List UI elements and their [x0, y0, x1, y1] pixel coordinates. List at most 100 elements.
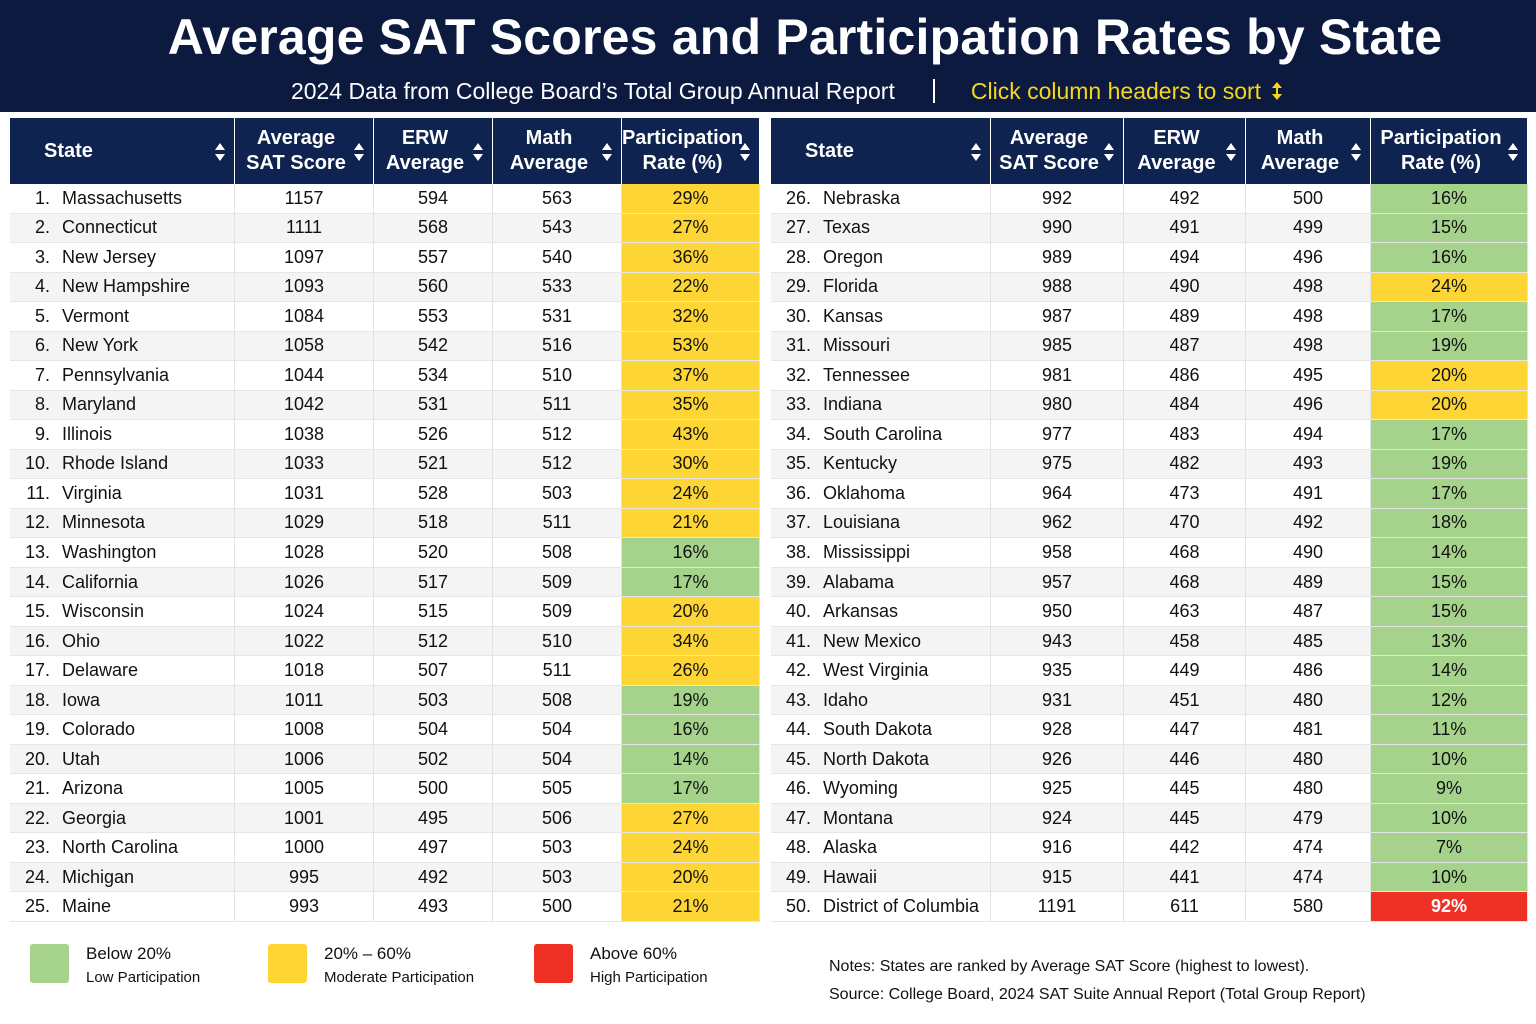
erw-score-cell: 487	[1124, 331, 1246, 362]
state-cell: 47. Montana	[771, 803, 991, 834]
column-header[interactable]: Participation Rate (%)	[622, 118, 760, 184]
participation-rate: 20%	[1430, 394, 1468, 415]
participation-rate-cell: 21%	[622, 508, 760, 539]
erw-score: 542	[417, 335, 449, 356]
math-score: 487	[1292, 601, 1324, 622]
state-name: Hawaii	[823, 866, 878, 887]
table-row: 45. North Dakota 926 446 480 10%	[771, 744, 1528, 775]
erw-score-cell: 497	[374, 833, 493, 863]
average-score-cell: 1033	[235, 449, 374, 480]
state-cell: 10. Rhode Island	[10, 449, 235, 480]
erw-score-cell: 490	[1124, 272, 1246, 303]
rank: 19.	[24, 719, 50, 740]
average-score: 1026	[283, 571, 325, 592]
erw-score-cell: 449	[1124, 656, 1246, 686]
rank: 41.	[785, 630, 811, 651]
sort-icon[interactable]	[472, 142, 484, 162]
sort-icon[interactable]	[1350, 142, 1362, 162]
erw-score: 518	[417, 512, 449, 533]
column-header[interactable]: ERW Average	[1124, 118, 1246, 184]
table-row: 29. Florida 988 490 498 24%	[771, 272, 1528, 303]
math-score-cell: 504	[493, 715, 622, 745]
participation-rate-cell: 14%	[1371, 656, 1528, 686]
column-header[interactable]: Math Average	[493, 118, 622, 184]
participation-rate: 11%	[1431, 719, 1467, 740]
column-header[interactable]: Average SAT Score	[991, 118, 1124, 184]
average-score-cell: 916	[991, 833, 1124, 863]
erw-score: 560	[417, 276, 449, 297]
participation-rate-cell: 29%	[622, 184, 760, 214]
math-score: 509	[541, 571, 573, 592]
column-header[interactable]: Participation Rate (%)	[1371, 118, 1528, 184]
state-cell: 25. Maine	[10, 892, 235, 922]
participation-rate: 17%	[672, 778, 709, 799]
column-header[interactable]: State	[771, 118, 991, 184]
sort-icon[interactable]	[1507, 142, 1519, 162]
participation-rate-cell: 10%	[1371, 803, 1528, 834]
participation-rate: 15%	[1430, 571, 1468, 592]
table-row: 50. District of Columbia 1191 611 580 92%	[771, 892, 1528, 922]
erw-score-cell: 442	[1124, 833, 1246, 863]
math-score-cell: 495	[1246, 361, 1371, 391]
participation-rate: 16%	[672, 719, 709, 740]
erw-score-cell: 557	[374, 243, 493, 273]
average-score-cell: 1029	[235, 508, 374, 539]
average-score: 964	[1041, 482, 1073, 503]
participation-rate: 16%	[1430, 187, 1468, 208]
erw-score: 534	[417, 364, 449, 385]
math-score: 503	[541, 837, 573, 858]
participation-rate: 32%	[672, 305, 709, 326]
column-header[interactable]: ERW Average	[374, 118, 493, 184]
participation-rate-cell: 21%	[622, 892, 760, 922]
state-name: Arizona	[62, 778, 124, 799]
erw-score-cell: 495	[374, 803, 493, 834]
participation-rate-cell: 16%	[1371, 184, 1528, 214]
participation-rate-cell: 43%	[622, 420, 760, 450]
average-score: 1157	[284, 187, 324, 208]
sort-icon[interactable]	[214, 142, 226, 162]
math-score: 511	[542, 512, 572, 533]
column-header[interactable]: Average SAT Score	[235, 118, 374, 184]
sort-icon[interactable]	[970, 142, 982, 162]
erw-score-cell: 451	[1124, 685, 1246, 716]
table-row: 15. Wisconsin 1024 515 509 20%	[10, 597, 760, 627]
average-score-cell: 962	[991, 508, 1124, 539]
participation-rate: 17%	[1430, 482, 1468, 503]
rank: 33.	[785, 394, 811, 415]
average-score: 1084	[283, 305, 325, 326]
erw-score-cell: 534	[374, 361, 493, 391]
sort-icon[interactable]	[353, 142, 365, 162]
math-score: 580	[1292, 896, 1324, 917]
rank: 47.	[785, 807, 811, 828]
erw-score-cell: 503	[374, 685, 493, 716]
state-name: District of Columbia	[823, 896, 980, 917]
average-score-cell: 1111	[235, 213, 374, 244]
average-score-cell: 1006	[235, 744, 374, 775]
legend-caption: Low Participation	[86, 969, 201, 986]
column-header[interactable]: State	[10, 118, 235, 184]
participation-rate: 14%	[1430, 660, 1468, 681]
state-cell: 13. Washington	[10, 538, 235, 568]
table-row: 34. South Carolina 977 483 494 17%	[771, 420, 1528, 450]
average-score-cell: 992	[991, 184, 1124, 214]
participation-rate-cell: 24%	[622, 479, 760, 509]
average-score-cell: 1026	[235, 567, 374, 598]
average-score: 1191	[1037, 896, 1077, 917]
legend-item: Below 20% Low Participation	[30, 942, 270, 1002]
math-score: 510	[541, 364, 573, 385]
table-row: 32. Tennessee 981 486 495 20%	[771, 361, 1528, 391]
erw-score: 495	[417, 807, 449, 828]
sort-icon[interactable]	[601, 142, 613, 162]
math-score-cell: 474	[1246, 833, 1371, 863]
state-cell: 50. District of Columbia	[771, 892, 991, 922]
state-name: New Hampshire	[62, 276, 191, 297]
sort-icon[interactable]	[739, 142, 751, 162]
sort-icon[interactable]	[1225, 142, 1237, 162]
state-name: Georgia	[62, 807, 127, 828]
erw-score: 490	[1169, 276, 1200, 297]
sort-icon[interactable]	[1103, 142, 1115, 162]
math-score: 508	[541, 689, 573, 710]
column-header[interactable]: Math Average	[1246, 118, 1371, 184]
average-score: 915	[1041, 866, 1073, 887]
average-score: 1005	[283, 778, 325, 799]
